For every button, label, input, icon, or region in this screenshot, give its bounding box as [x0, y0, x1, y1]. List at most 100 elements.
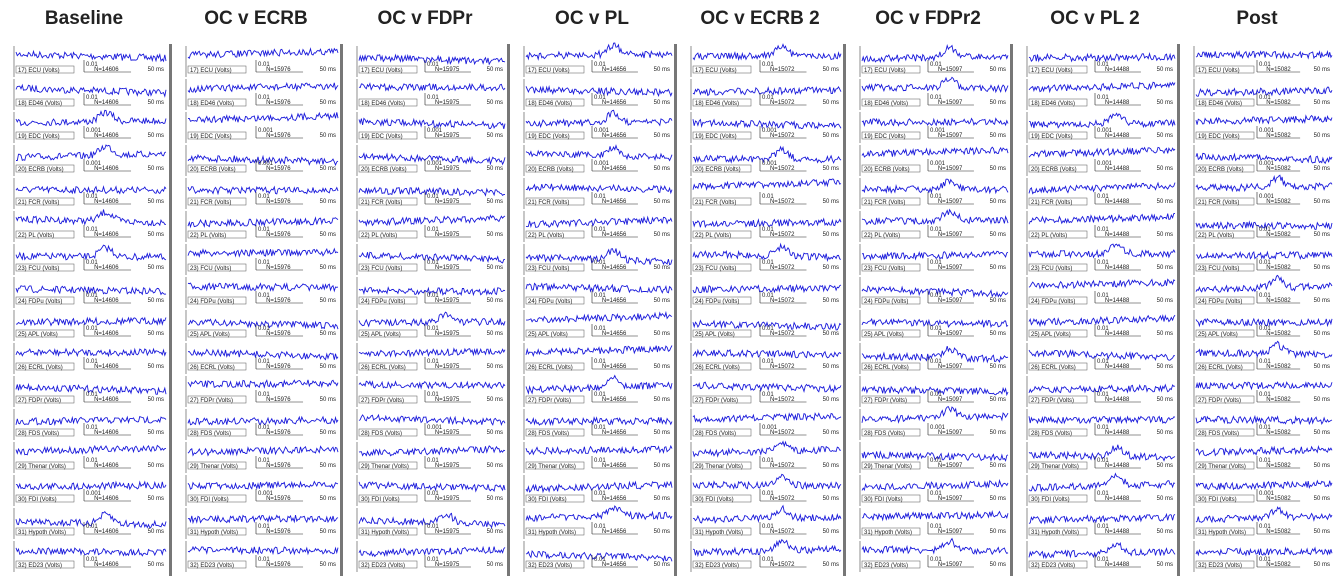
trace-panel: 25) APL (Volts) 0.01N=15082 50 ms — [1193, 310, 1333, 341]
channel-label: 24) FDPu (Volts) — [1198, 299, 1242, 305]
n-count: N=15097 — [938, 562, 963, 568]
channel-label-box — [525, 164, 585, 173]
emg-trace — [861, 537, 1009, 556]
n-count: N=15072 — [770, 298, 795, 304]
emg-trace — [525, 183, 673, 195]
n-count: N=15097 — [938, 364, 963, 370]
emg-trace — [358, 512, 506, 529]
emg-trace — [15, 511, 167, 529]
emg-trace — [1195, 506, 1333, 524]
n-count: N=15072 — [770, 133, 795, 139]
n-count: N=15975 — [435, 67, 460, 73]
trace-panel: 21) FCR (Volts) 0.01N=15976 50 ms — [185, 178, 339, 209]
n-count: N=15975 — [435, 397, 460, 403]
emg-trace — [861, 178, 1009, 195]
amp-scale: 0.01 — [930, 359, 942, 365]
channel-label: 29) Thenar (Volts) — [528, 464, 576, 470]
channel-label: 20) ECRB (Volts) — [695, 167, 741, 173]
time-scale: 50 ms — [1157, 463, 1173, 469]
time-scale: 50 ms — [990, 529, 1006, 535]
channel-label-box — [187, 164, 247, 173]
channel-label-box — [861, 461, 921, 470]
amp-scale: 0.01 — [762, 491, 774, 497]
channel-label-box — [1195, 560, 1255, 569]
trace-panel: 27) FDPr (Volts) 0.01N=14488 50 ms — [1026, 376, 1176, 407]
amp-scale: 0.01 — [930, 260, 942, 266]
channel-label: 19) EDC (Volts) — [190, 134, 232, 140]
emg-trace — [1195, 317, 1333, 328]
amp-scale: 0.01 — [86, 425, 98, 431]
amp-scale: 0.001 — [427, 128, 443, 134]
n-count: N=14656 — [602, 397, 627, 403]
amp-scale: 0.01 — [1259, 359, 1271, 365]
trace-panel: 23) FCU (Volts) 0.01N=15976 50 ms — [185, 244, 339, 275]
channel-label-box — [187, 98, 247, 107]
time-scale: 50 ms — [990, 199, 1006, 205]
emg-trace — [358, 480, 506, 493]
emg-trace — [525, 42, 673, 61]
amp-scale: 0.01 — [594, 458, 606, 464]
amp-scale: 0.01 — [594, 95, 606, 101]
time-scale: 50 ms — [320, 67, 336, 73]
time-scale: 50 ms — [654, 199, 670, 205]
emg-trace — [1028, 383, 1176, 394]
column-title: Baseline — [45, 8, 123, 29]
channel-label: 17) ECU (Volts) — [528, 68, 570, 74]
channel-label-box — [1028, 362, 1088, 371]
emg-trace — [861, 509, 1009, 522]
channel-label: 29) Thenar (Volts) — [695, 464, 743, 470]
channel-label-box — [15, 329, 75, 338]
time-scale: 50 ms — [320, 331, 336, 337]
channel-label-box — [692, 329, 752, 338]
trace-panel: 26) ECRL (Volts) 0.01N=14488 50 ms — [1026, 343, 1176, 374]
time-scale: 50 ms — [487, 166, 503, 172]
trace-panel: 29) Thenar (Volts) 0.01N=14606 50 ms — [13, 442, 166, 473]
n-count: N=15975 — [435, 496, 460, 502]
channel-label: 17) ECU (Volts) — [1198, 68, 1240, 74]
channel-label-box — [1195, 329, 1255, 338]
channel-label: 27) FDPr (Volts) — [1031, 398, 1074, 404]
channel-label-box — [861, 98, 921, 107]
amp-scale: 0.001 — [594, 128, 610, 134]
time-scale: 50 ms — [1157, 331, 1173, 337]
amp-scale: 0.001 — [1097, 161, 1113, 167]
trace-panel: 17) ECU (Volts) 0.01N=14488 50 ms — [1026, 46, 1176, 77]
channel-label-box — [861, 560, 921, 569]
amp-scale: 0.001 — [762, 425, 778, 431]
emg-trace — [187, 153, 339, 167]
amp-scale: 0.01 — [930, 95, 942, 101]
amp-scale: 0.001 — [930, 128, 946, 134]
emg-trace — [358, 286, 506, 297]
channel-label: 23) FCU (Volts) — [1031, 266, 1072, 272]
channel-label: 26) ECRL (Volts) — [361, 365, 406, 371]
n-count: N=15097 — [938, 67, 963, 73]
channel-label: 30) FDI (Volts) — [190, 497, 229, 503]
n-count: N=15072 — [770, 67, 795, 73]
channel-label-box — [358, 230, 418, 239]
amp-scale: 0.01 — [86, 392, 98, 398]
time-scale: 50 ms — [823, 133, 839, 139]
amp-scale: 0.001 — [1259, 194, 1275, 200]
n-count: N=14606 — [94, 199, 119, 205]
channel-label-box — [861, 494, 921, 503]
amp-scale: 0.001 — [86, 128, 102, 134]
n-count: N=14656 — [602, 496, 627, 502]
time-scale: 50 ms — [487, 331, 503, 337]
trace-panel: 26) ECRL (Volts) 0.01N=15976 50 ms — [185, 343, 339, 374]
trace-panel: 22) PL (Volts) 0.01N=15976 50 ms — [185, 211, 339, 242]
channel-label: 28) FDS (Volts) — [528, 431, 569, 437]
time-scale: 50 ms — [990, 100, 1006, 106]
channel-label: 18) ED46 (Volts) — [190, 101, 234, 107]
channel-label-box — [15, 527, 75, 536]
channel-label-box — [358, 197, 418, 206]
time-scale: 50 ms — [823, 463, 839, 469]
channel-label: 29) Thenar (Volts) — [1198, 464, 1246, 470]
emg-trace — [15, 547, 167, 557]
emg-trace — [525, 416, 673, 426]
channel-label: 24) FDPu (Volts) — [864, 299, 908, 305]
time-scale: 50 ms — [654, 67, 670, 73]
time-scale: 50 ms — [487, 133, 503, 139]
trace-panel: 27) FDPr (Volts) 0.01N=15097 50 ms — [859, 376, 1009, 407]
